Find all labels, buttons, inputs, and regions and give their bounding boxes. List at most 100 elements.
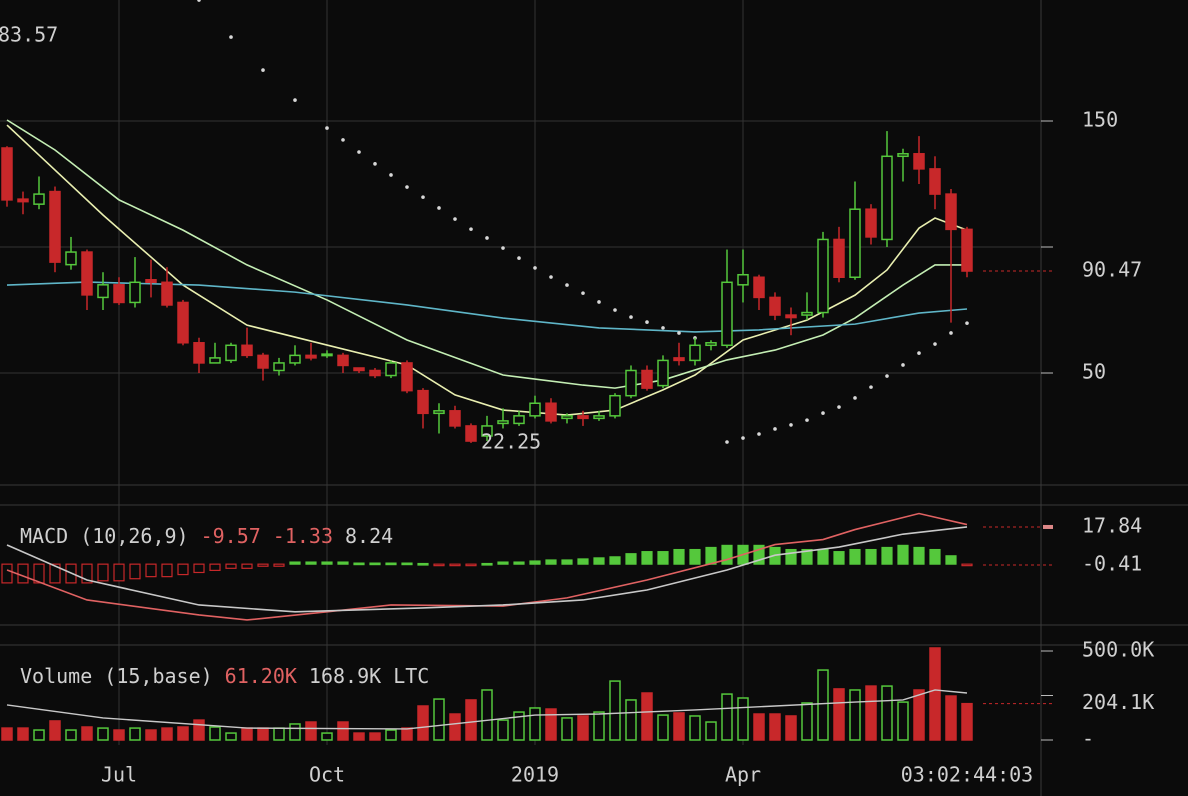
volume-bar: [433, 698, 445, 741]
sar-dot: [421, 195, 425, 199]
macd-histogram-bar: [273, 563, 285, 567]
volume-bar: [193, 719, 205, 741]
volume-bar: [721, 693, 733, 741]
volume-bar: [929, 647, 941, 741]
macd-histogram-bar: [961, 563, 973, 567]
sar-dot: [293, 98, 297, 102]
candle-body: [481, 425, 493, 437]
volume-bar: [33, 729, 45, 741]
candle-body: [49, 190, 61, 263]
candle-body: [385, 362, 397, 377]
candle-body: [753, 276, 765, 299]
macd-histogram-bar: [673, 548, 685, 565]
macd-histogram-bar: [545, 559, 557, 565]
macd-histogram-bar: [417, 562, 429, 566]
macd-histogram-bar: [113, 563, 125, 582]
macd-histogram-bar: [945, 555, 957, 565]
sar-dot: [229, 35, 233, 39]
macd-histogram-bar: [689, 548, 701, 565]
candle-body: [1, 147, 13, 201]
volume-bar: [881, 685, 893, 741]
indicator-line: [6, 689, 968, 730]
candle-body: [97, 284, 109, 299]
candle-body: [769, 296, 781, 316]
candle-body: [577, 415, 589, 420]
candle-body: [145, 279, 157, 284]
candle-body: [433, 410, 445, 415]
volume-bar: [625, 699, 637, 741]
macd-histogram-bar: [785, 548, 797, 565]
volume-bar: [305, 721, 317, 741]
sar-dot: [869, 385, 873, 389]
sar-dot: [485, 236, 489, 240]
candle-body: [465, 425, 477, 442]
macd-legend: MACD (10,26,9) -9.57 -1.33 8.24: [20, 524, 393, 548]
candle-body: [177, 301, 189, 344]
volume-bar: [961, 702, 973, 741]
candle-body: [945, 193, 957, 231]
candle-body: [785, 314, 797, 319]
macd-histogram-bar: [609, 556, 621, 565]
sar-dot: [533, 266, 537, 270]
macd-histogram-bar: [913, 546, 925, 565]
volume-bar: [49, 720, 61, 741]
sar-dot: [901, 363, 905, 367]
volume-bar: [497, 719, 509, 741]
macd-histogram-bar: [81, 563, 93, 584]
candle-body: [689, 344, 701, 362]
sar-dot: [677, 331, 681, 335]
sar-dot: [325, 126, 329, 130]
volume-bar: [769, 713, 781, 741]
y-tick-label: 500.0K: [1082, 637, 1154, 661]
volume-bar: [657, 714, 669, 741]
candle-body: [497, 420, 509, 425]
candle-body: [673, 357, 685, 362]
current-volume-label: 204.1K: [1082, 690, 1154, 714]
macd-histogram-bar: [641, 551, 653, 565]
sar-dot: [597, 300, 601, 304]
volume-bar: [417, 705, 429, 741]
candle-body: [657, 359, 669, 387]
macd-histogram-bar: [721, 544, 733, 565]
candle-body: [289, 354, 301, 364]
macd-histogram-bar: [17, 563, 29, 584]
sar-dot: [565, 283, 569, 287]
candle-body: [193, 342, 205, 364]
x-tick-label: Apr: [725, 763, 761, 787]
candle-body: [273, 362, 285, 372]
indicator-line: [6, 281, 968, 333]
sar-dot: [805, 418, 809, 422]
macd-histogram-bar: [145, 563, 157, 578]
indicator-line: [6, 526, 968, 613]
legend-value: 8.24: [345, 524, 393, 548]
candle-body: [449, 410, 461, 427]
macd-histogram-bar: [321, 561, 333, 565]
macd-histogram-bar: [849, 548, 861, 565]
macd-histogram-bar: [353, 562, 365, 566]
macd-histogram-bar: [209, 563, 221, 571]
volume-bar: [401, 727, 413, 741]
candle-body: [65, 251, 77, 266]
volume-bar: [641, 692, 653, 741]
macd-histogram-bar: [657, 551, 669, 565]
sar-dot: [517, 256, 521, 260]
legend-value: -9.57: [201, 524, 261, 548]
candle-body: [529, 402, 541, 417]
macd-histogram-bar: [33, 563, 45, 584]
volume-bar: [177, 726, 189, 741]
sar-dot: [357, 150, 361, 154]
macd-histogram-bar: [401, 562, 413, 566]
volume-bar: [113, 729, 125, 741]
macd-histogram-bar: [49, 563, 61, 584]
macd-histogram-bar: [753, 544, 765, 565]
volume-bar: [705, 721, 717, 741]
sar-dot: [917, 351, 921, 355]
candle-body: [849, 208, 861, 279]
volume-bar: [897, 701, 909, 741]
candle-body: [545, 402, 557, 422]
sar-dot: [757, 432, 761, 436]
legend-title: MACD (10,26,9): [20, 524, 189, 548]
macd-histogram-bar: [289, 561, 301, 565]
